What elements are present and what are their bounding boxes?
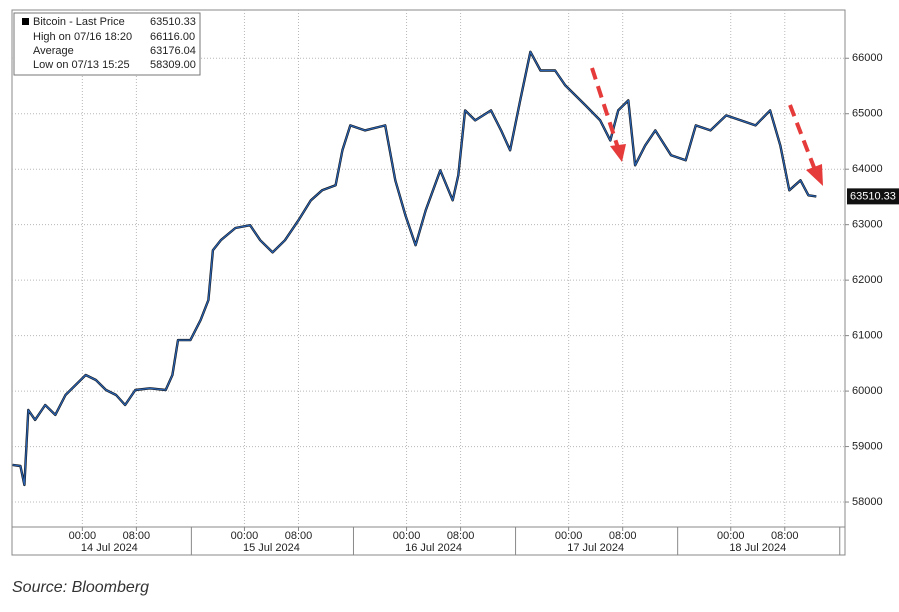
price-line	[12, 51, 817, 486]
x-group-label: 14 Jul 2024	[81, 542, 138, 554]
arrows	[590, 67, 817, 171]
y-tick-label: 66000	[852, 52, 883, 64]
arrow-line	[788, 104, 817, 171]
y-tick-label: 58000	[852, 496, 883, 508]
y-tick-label: 65000	[852, 108, 883, 120]
legend-value: 58309.00	[150, 59, 196, 71]
source: Source: Bloomberg	[12, 579, 149, 596]
chart-frame	[11, 9, 846, 556]
plot	[12, 10, 845, 527]
legend-label: Low on 07/13 15:25	[33, 59, 130, 71]
legend-label: Average	[33, 45, 74, 57]
x-tick-label: 08:00	[447, 530, 475, 542]
y-tick-label: 61000	[852, 330, 883, 342]
legend-value: 63176.04	[150, 45, 196, 57]
x-tick-label: 00:00	[69, 530, 97, 542]
x-tick-label: 08:00	[285, 530, 313, 542]
x-tick-label: 08:00	[609, 530, 637, 542]
legend-value: 66116.00	[150, 31, 195, 43]
y-tick-label: 64000	[852, 163, 883, 175]
x-group-label: 18 Jul 2024	[729, 542, 786, 554]
legend-value: 63510.33	[150, 16, 196, 28]
x-group-label: 16 Jul 2024	[405, 542, 462, 554]
legend-label: High on 07/16 18:20	[33, 31, 132, 43]
y-tick-label: 60000	[852, 385, 883, 397]
legend	[13, 12, 201, 76]
x-group-label: 15 Jul 2024	[243, 542, 300, 554]
x-tick-label: 08:00	[771, 530, 799, 542]
last-price-label: 63510.33	[850, 190, 896, 202]
x-tick-label: 00:00	[555, 530, 583, 542]
x-tick-label: 00:00	[231, 530, 259, 542]
x-tick-label: 00:00	[393, 530, 421, 542]
last-price-tag	[847, 188, 899, 205]
arrow-head	[610, 144, 626, 162]
y-tick-label: 63000	[852, 219, 883, 231]
x-group-label: 17 Jul 2024	[567, 542, 624, 554]
y-tick-label: 62000	[852, 274, 883, 286]
arrow-line	[590, 67, 620, 149]
x-tick-label: 00:00	[717, 530, 745, 542]
legend-swatch	[22, 18, 29, 25]
x-tick-label: 08:00	[123, 530, 151, 542]
arrow-head	[806, 164, 823, 186]
legend-label: Bitcoin - Last Price	[33, 16, 125, 28]
y-tick-label: 59000	[852, 440, 883, 452]
